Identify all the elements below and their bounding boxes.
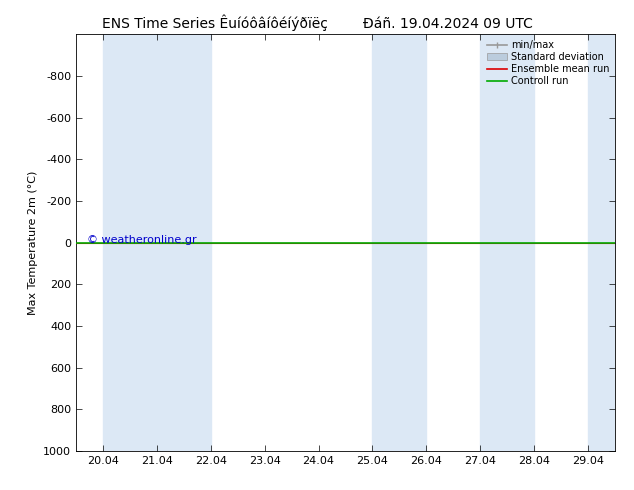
Legend: min/max, Standard deviation, Ensemble mean run, Controll run: min/max, Standard deviation, Ensemble me… [483,36,613,90]
Bar [588,34,634,451]
Bar [481,34,534,451]
Text: ENS Time Series Êuíóôâíôéíýðïëç        Ðáñ. 19.04.2024 09 UTC: ENS Time Series Êuíóôâíôéíýðïëç Ðáñ. 19.… [101,15,533,31]
Y-axis label: Max Temperature 2m (°C): Max Temperature 2m (°C) [28,171,37,315]
Bar [373,34,426,451]
Bar [103,34,210,451]
Text: © weatheronline.gr: © weatheronline.gr [87,236,197,245]
